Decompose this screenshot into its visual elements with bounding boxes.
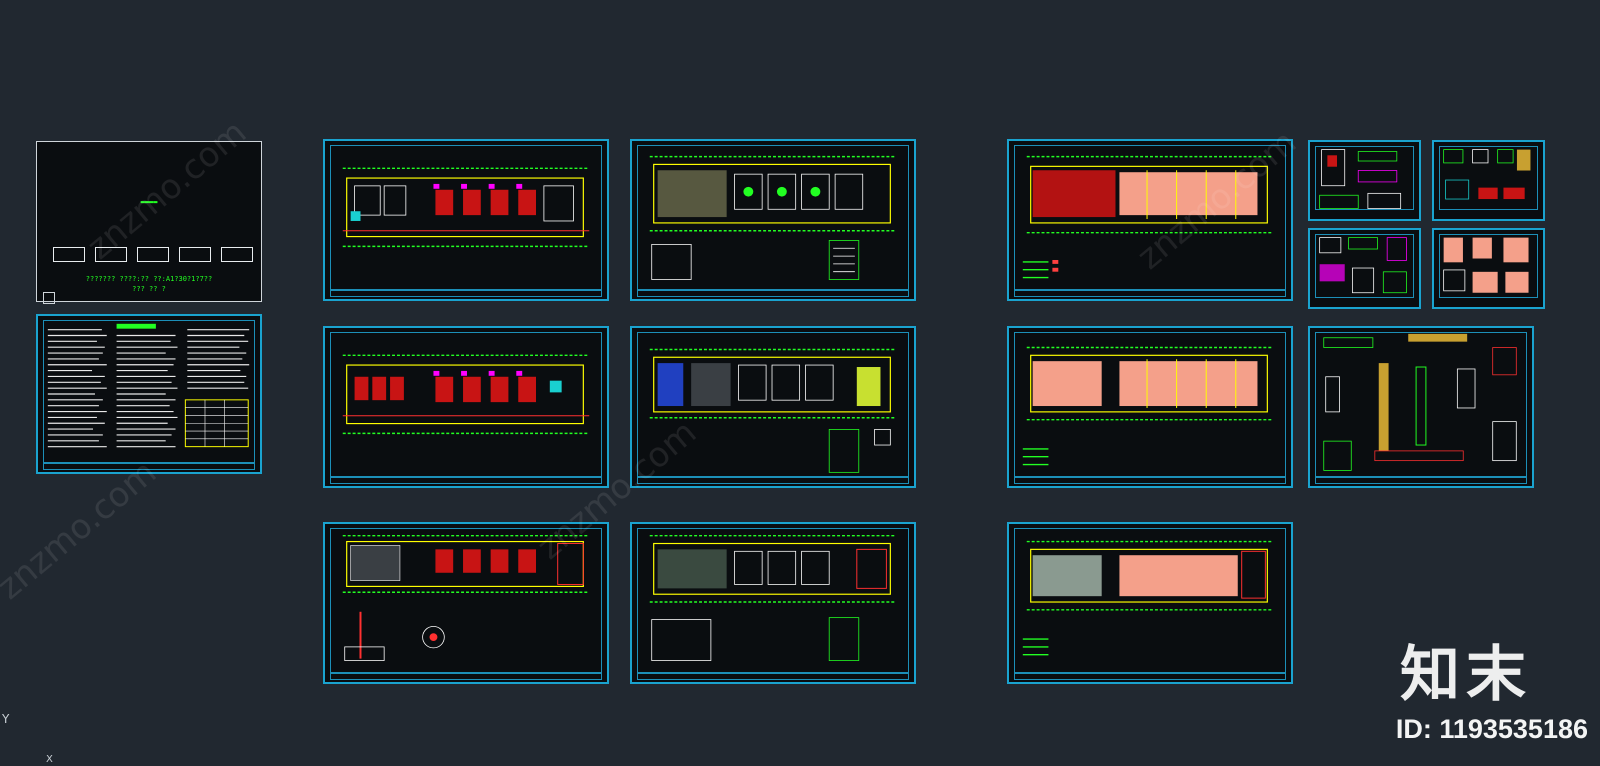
detail-sheet-1[interactable]	[1308, 140, 1421, 221]
detail-sheet-3[interactable]	[1308, 228, 1421, 309]
cover-sheet[interactable]: ▬▬▬▬ ??????? ????:?? ??:A1?30?1?7?? ??? …	[36, 141, 262, 304]
floor-finish-sheet-2[interactable]	[1007, 326, 1293, 488]
cover-title-line: ??????? ????:?? ??:A1?30?1?7??	[85, 275, 213, 283]
cover-box-4	[179, 247, 211, 262]
notes-text-lines	[47, 323, 250, 448]
cover-title-small: ▬▬▬▬	[140, 198, 158, 206]
floor-finish-sheet-3[interactable]	[1007, 522, 1293, 684]
detail-drawing	[1323, 333, 1517, 471]
asset-id-label: ID: 1193535186	[1395, 714, 1588, 744]
plan-drawing	[342, 534, 590, 661]
floor-finish-sheet-1[interactable]	[1007, 139, 1293, 301]
watermark-text: znzmo.com	[0, 452, 165, 608]
ceiling-plan-sheet-2[interactable]	[630, 326, 916, 488]
floor-plan-sheet-3[interactable]	[323, 522, 609, 684]
cover-box-2	[95, 247, 127, 262]
cover-box-5	[221, 247, 253, 262]
floor-plan-sheet-1[interactable]	[323, 139, 609, 301]
cover-sub-line: ??? ?? ?	[132, 285, 166, 293]
ceiling-plan-sheet-3[interactable]	[630, 522, 916, 684]
ucs-x-axis-label: X	[46, 754, 53, 765]
ceiling-plan-sheet-1[interactable]	[630, 139, 916, 301]
brand-logo-text: 知末	[1400, 640, 1532, 710]
section-detail-sheet[interactable]	[1308, 326, 1534, 488]
design-notes-sheet[interactable]	[36, 314, 262, 474]
plan-drawing	[342, 167, 590, 248]
plan-drawing	[649, 155, 897, 280]
detail-drawing	[1443, 237, 1529, 293]
cover-box-1	[53, 247, 85, 262]
plan-drawing	[649, 348, 897, 473]
detail-drawing	[1319, 149, 1402, 209]
cover-corner-mark	[43, 292, 55, 304]
detail-drawing	[1319, 237, 1407, 294]
cover-box-3	[137, 247, 169, 262]
plan-drawing	[1022, 346, 1274, 466]
ucs-y-axis-label: Y	[2, 712, 10, 726]
plan-drawing	[649, 534, 897, 661]
detail-sheet-4[interactable]	[1432, 228, 1545, 309]
floor-plan-sheet-2[interactable]	[323, 326, 609, 488]
plan-drawing	[342, 354, 590, 435]
plan-drawing	[1022, 540, 1274, 656]
detail-sheet-2[interactable]	[1432, 140, 1545, 221]
detail-drawing	[1443, 149, 1531, 200]
plan-drawing	[1022, 155, 1274, 279]
